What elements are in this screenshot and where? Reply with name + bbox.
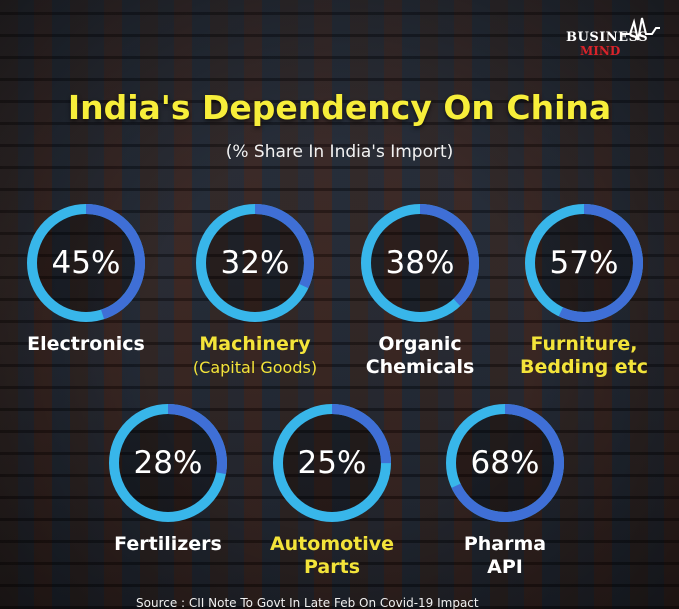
donut-item: 57% Furniture, Bedding etc	[504, 200, 664, 379]
donut-percent-label: 25%	[297, 445, 367, 481]
donut-svg	[27, 204, 145, 322]
donut-item: 25% Automotive Parts	[252, 400, 412, 579]
brand-logo: BUSINESS MIND	[566, 17, 660, 58]
donut-ring: 57%	[521, 200, 647, 326]
donut-value-arc	[27, 204, 145, 322]
heartbeat-icon	[622, 17, 660, 41]
donut-ring: 28%	[105, 400, 231, 526]
donut-item: 32% Machinery (Capital Goods)	[175, 200, 335, 379]
donut-percent-label: 45%	[51, 245, 121, 281]
donut-ring: 68%	[442, 400, 568, 526]
category-label-line: Furniture,	[530, 333, 638, 355]
donut-category-label: Automotive Parts	[252, 533, 412, 579]
donut-percent-label: 32%	[220, 245, 290, 281]
donut-item: 28% Fertilizers	[88, 400, 248, 556]
donut-value-arc	[109, 404, 227, 522]
donut-category-label: Organic Chemicals	[340, 333, 500, 379]
donut-percent-label: 28%	[133, 445, 203, 481]
category-label-line: Pharma	[463, 533, 547, 555]
donut-item: 68% Pharma API	[425, 400, 585, 579]
category-label-line: Organic	[378, 333, 462, 355]
category-label-line: Parts	[304, 556, 360, 578]
category-label-line: Electronics	[27, 333, 145, 355]
donut-value-arc	[446, 404, 564, 522]
category-sub-label: (Capital Goods)	[192, 358, 318, 377]
category-label-line: Automotive	[269, 533, 395, 555]
donut-ring: 38%	[357, 200, 483, 326]
brand-line2: MIND	[580, 44, 621, 58]
donut-ring: 45%	[23, 200, 149, 326]
donut-ring: 32%	[192, 200, 318, 326]
donut-svg	[361, 204, 479, 322]
donut-svg	[525, 204, 643, 322]
donut-value-arc	[196, 204, 314, 322]
donut-category-label: Pharma API	[425, 533, 585, 579]
donut-ring: 25%	[269, 400, 395, 526]
donut-svg	[446, 404, 564, 522]
donut-item: 45% Electronics	[6, 200, 166, 356]
donut-item: 38% Organic Chemicals	[340, 200, 500, 379]
category-label-line: API	[487, 556, 523, 578]
donut-svg	[196, 204, 314, 322]
chart-subtitle: (% Share In India's Import)	[225, 142, 454, 162]
donut-svg	[273, 404, 391, 522]
donut-percent-label: 57%	[549, 245, 619, 281]
donut-value-arc	[361, 204, 479, 322]
source-note: Source : CII Note To Govt In Late Feb On…	[136, 596, 479, 609]
category-label-line: Fertilizers	[114, 533, 222, 555]
category-label-line: Chemicals	[365, 356, 475, 378]
donut-svg	[109, 404, 227, 522]
donut-category-label: Furniture, Bedding etc	[504, 333, 664, 379]
donut-value-arc	[525, 204, 643, 322]
donut-category-label: Electronics	[6, 333, 166, 356]
donut-percent-label: 38%	[385, 245, 455, 281]
donut-category-label: Fertilizers	[88, 533, 248, 556]
category-label-line: Bedding etc	[519, 356, 649, 378]
donut-percent-label: 68%	[470, 445, 540, 481]
chart-title: India's Dependency On China	[67, 88, 612, 127]
donut-value-arc	[273, 404, 391, 522]
category-label-line: Machinery	[199, 333, 311, 355]
donut-category-label: Machinery (Capital Goods)	[175, 333, 335, 379]
